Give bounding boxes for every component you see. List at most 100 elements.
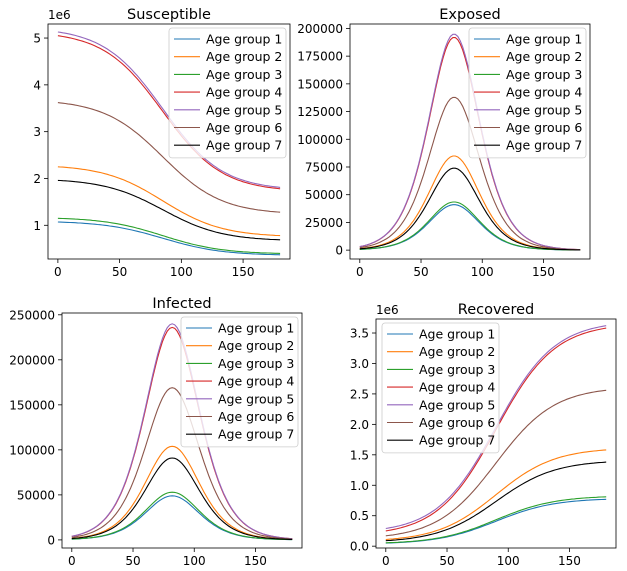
y-tick-label: 125000 <box>297 105 343 119</box>
y-tick-label: 1.5 <box>350 448 369 462</box>
x-tick-label: 50 <box>112 265 127 279</box>
legend: Age group 1 Age group 2 Age group 3 Age gro… <box>468 27 587 159</box>
y-tick-label: 50000 <box>17 488 55 502</box>
legend: Age group 1 Age group 2 Age group 3 Age gro… <box>381 322 500 454</box>
y-tick-label: 3.5 <box>350 327 369 341</box>
x-tick-label: 50 <box>413 265 428 279</box>
series-line-recovered-3 <box>385 496 607 544</box>
y-tick-label: 0.0 <box>350 540 369 554</box>
y-tick-label: 5 <box>33 32 41 46</box>
y-tick-label: 1 <box>33 219 41 233</box>
x-tick-label: 150 <box>232 265 255 279</box>
y-tick-label: 2 <box>33 172 41 186</box>
series-line-recovered-6 <box>385 389 607 537</box>
legend-label: Age group 7 <box>206 138 282 153</box>
legend-label: Age group 1 <box>419 327 495 342</box>
legend-label: Age group 2 <box>506 49 582 64</box>
series-line-susceptible-7 <box>57 179 281 241</box>
legend-label: Age group 4 <box>506 85 582 100</box>
x-tick-label: 150 <box>244 554 267 568</box>
series-line-exposed-2 <box>359 155 581 251</box>
x-tick-label: 50 <box>439 554 454 568</box>
y-tick-label: 2.0 <box>350 418 369 432</box>
plot-frame <box>375 318 617 549</box>
legend-box <box>180 316 299 448</box>
plot-frame <box>349 23 591 260</box>
legend: Age group 1 Age group 2 Age group 3 Age gro… <box>180 316 299 448</box>
plot-frame <box>61 312 303 549</box>
chart-title: Susceptible <box>127 7 211 23</box>
legend-label: Age group 1 <box>206 32 282 47</box>
legend-label: Age group 7 <box>506 138 582 153</box>
series-line-exposed-7 <box>359 167 581 251</box>
chart-title: Exposed <box>439 7 501 23</box>
y-tick-label: 200000 <box>297 22 343 36</box>
y-tick-label: 75000 <box>305 160 343 174</box>
legend-label: Age group 2 <box>206 49 282 64</box>
series-line-susceptible-1 <box>57 221 281 256</box>
y-tick-label: 3.0 <box>350 357 369 371</box>
x-tick-label: 50 <box>125 554 140 568</box>
series-line-exposed-3 <box>359 201 581 251</box>
legend-label: Age group 1 <box>506 32 582 47</box>
legend-box <box>381 322 500 454</box>
chart-recovered: 0 50 100 150 0.0 0.5 1.0 1.5 2.0 2.5 3.0 3.5 Recover… <box>350 302 617 568</box>
chart-title: Infected <box>152 296 211 312</box>
legend-label: Age group 3 <box>506 67 582 82</box>
y-tick-label: 0 <box>335 244 343 258</box>
x-tick-label: 150 <box>558 554 581 568</box>
y-tick-label: 0 <box>47 533 55 547</box>
legend-label: Age group 5 <box>506 102 582 117</box>
axis-offset-label: 1e6 <box>48 8 71 22</box>
x-tick-label: 100 <box>183 554 206 568</box>
series-line-infected-7 <box>71 457 293 540</box>
legend-label: Age group 2 <box>419 344 495 359</box>
series-line-susceptible-6 <box>57 102 281 213</box>
legend-label: Age group 7 <box>419 433 495 448</box>
legend-label: Age group 3 <box>419 362 495 377</box>
x-tick-label: 100 <box>497 554 520 568</box>
series-line-recovered-7 <box>385 461 607 542</box>
legend-label: Age group 2 <box>218 338 294 353</box>
chart-infected: 0 50 100 150 0 50000 100000 150000 200000 250000 I… <box>9 296 303 568</box>
legend-label: Age group 4 <box>419 380 495 395</box>
chart-exposed: 0 50 100 150 0 25000 50000 75000 100000 125000 150… <box>297 7 591 279</box>
legend-label: Age group 6 <box>206 120 282 135</box>
legend-label: Age group 6 <box>419 415 495 430</box>
y-tick-label: 1.0 <box>350 479 369 493</box>
legend-label: Age group 6 <box>506 120 582 135</box>
legend-label: Age group 7 <box>218 427 294 442</box>
series-line-infected-3 <box>71 491 293 541</box>
legend-label: Age group 3 <box>218 356 294 371</box>
plot-frame <box>47 23 291 260</box>
x-tick-label: 100 <box>471 265 494 279</box>
series-line-susceptible-2 <box>57 166 281 237</box>
legend-label: Age group 3 <box>206 67 282 82</box>
y-tick-label: 250000 <box>9 308 55 322</box>
legend-box <box>168 27 287 159</box>
legend-label: Age group 5 <box>419 397 495 412</box>
y-tick-label: 4 <box>33 78 41 92</box>
y-tick-label: 50000 <box>305 188 343 202</box>
legend-label: Age group 5 <box>218 391 294 406</box>
x-tick-label: 100 <box>170 265 193 279</box>
y-tick-label: 3 <box>33 125 41 139</box>
y-tick-label: 150000 <box>297 77 343 91</box>
y-tick-label: 100000 <box>9 443 55 457</box>
y-tick-label: 2.5 <box>350 387 369 401</box>
x-tick-label: 0 <box>382 554 390 568</box>
legend-label: Age group 5 <box>206 102 282 117</box>
y-tick-label: 100000 <box>297 133 343 147</box>
x-tick-label: 0 <box>356 265 364 279</box>
y-tick-label: 25000 <box>305 216 343 230</box>
series-line-recovered-2 <box>385 449 607 541</box>
series-line-susceptible-3 <box>57 217 281 254</box>
x-tick-label: 150 <box>532 265 555 279</box>
legend: Age group 1 Age group 2 Age group 3 Age gro… <box>168 27 287 159</box>
y-tick-label: 175000 <box>297 50 343 64</box>
x-tick-label: 0 <box>54 265 62 279</box>
chart-title: Recovered <box>458 302 534 318</box>
x-tick-label: 0 <box>68 554 76 568</box>
